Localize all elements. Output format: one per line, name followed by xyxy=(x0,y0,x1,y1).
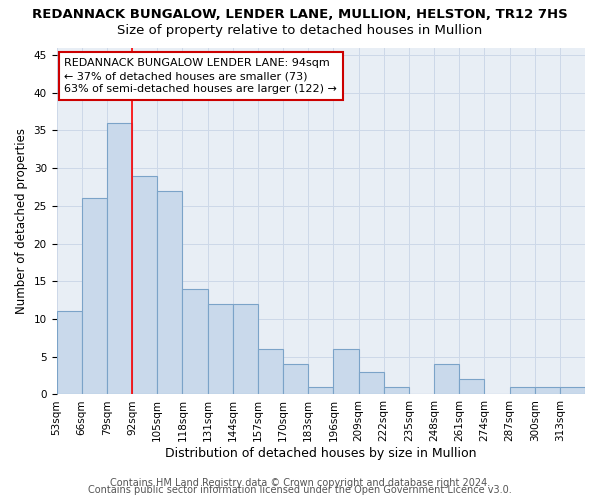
Bar xyxy=(107,123,132,394)
Bar xyxy=(459,380,484,394)
Bar xyxy=(434,364,459,394)
Bar xyxy=(233,304,258,394)
Bar xyxy=(535,387,560,394)
Bar xyxy=(82,198,107,394)
Bar xyxy=(383,387,409,394)
Text: REDANNACK BUNGALOW, LENDER LANE, MULLION, HELSTON, TR12 7HS: REDANNACK BUNGALOW, LENDER LANE, MULLION… xyxy=(32,8,568,20)
Text: Contains HM Land Registry data © Crown copyright and database right 2024.: Contains HM Land Registry data © Crown c… xyxy=(110,478,490,488)
X-axis label: Distribution of detached houses by size in Mullion: Distribution of detached houses by size … xyxy=(165,447,476,460)
Bar xyxy=(283,364,308,394)
Text: Size of property relative to detached houses in Mullion: Size of property relative to detached ho… xyxy=(118,24,482,37)
Bar xyxy=(359,372,383,394)
Bar xyxy=(182,289,208,395)
Bar xyxy=(208,304,233,394)
Bar xyxy=(157,191,182,394)
Bar xyxy=(132,176,157,394)
Bar xyxy=(334,349,359,395)
Text: Contains public sector information licensed under the Open Government Licence v3: Contains public sector information licen… xyxy=(88,485,512,495)
Bar xyxy=(560,387,585,394)
Text: REDANNACK BUNGALOW LENDER LANE: 94sqm
← 37% of detached houses are smaller (73)
: REDANNACK BUNGALOW LENDER LANE: 94sqm ← … xyxy=(64,58,337,94)
Bar xyxy=(258,349,283,395)
Bar xyxy=(308,387,334,394)
Bar xyxy=(56,312,82,394)
Y-axis label: Number of detached properties: Number of detached properties xyxy=(15,128,28,314)
Bar xyxy=(509,387,535,394)
